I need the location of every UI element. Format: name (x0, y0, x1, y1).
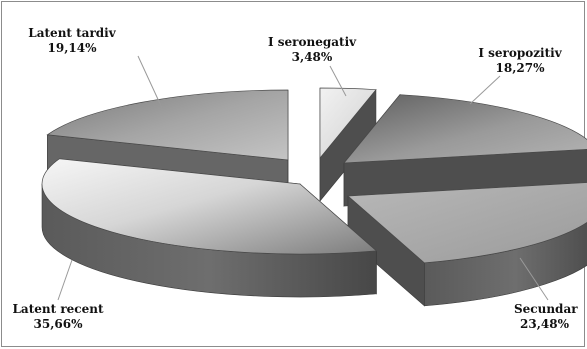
slice-top (347, 182, 587, 264)
slice-top (319, 87, 377, 159)
leader-line-latent-tardiv (137, 55, 163, 109)
leader-line-i-seronegativ (329, 65, 347, 97)
pie-slices (41, 87, 587, 307)
slice-label-name: Secundar (514, 302, 578, 316)
pie-slice-secundar (347, 182, 587, 307)
slice-label-name: Latent tardiv (28, 26, 116, 40)
slice-top (46, 89, 289, 161)
slice-top (41, 158, 378, 255)
leader-line-i-seropozitiv (469, 75, 501, 105)
slice-label-value: 3,48% (291, 50, 333, 64)
data-label-i-seropozitiv: I seropozitiv 18,27% (470, 46, 570, 76)
leader-line-latent-recent (57, 259, 73, 301)
data-label-latent-tardiv: Latent tardiv 19,14% (24, 26, 120, 56)
slice-label-value: 19,14% (47, 41, 97, 55)
slice-top (343, 94, 587, 164)
data-label-latent-recent: Latent recent 35,66% (10, 302, 106, 332)
slice-label-name: I seropozitiv (478, 46, 562, 60)
leader-line-secundar (519, 257, 549, 301)
pie-slice-i-seronegativ (319, 87, 377, 202)
leader-lines (57, 55, 549, 301)
pie-slice-latent-recent (41, 158, 378, 298)
slice-label-value: 23,48% (520, 317, 569, 331)
data-label-secundar: Secundar 23,48% (514, 302, 584, 332)
slice-label-name: Latent recent (12, 302, 104, 316)
slice-label-name: I seronegativ (268, 35, 357, 49)
slice-label-value: 18,27% (495, 61, 545, 75)
data-label-i-seronegativ: I seronegativ 3,48% (268, 35, 356, 65)
slice-label-value: 35,66% (33, 317, 83, 331)
